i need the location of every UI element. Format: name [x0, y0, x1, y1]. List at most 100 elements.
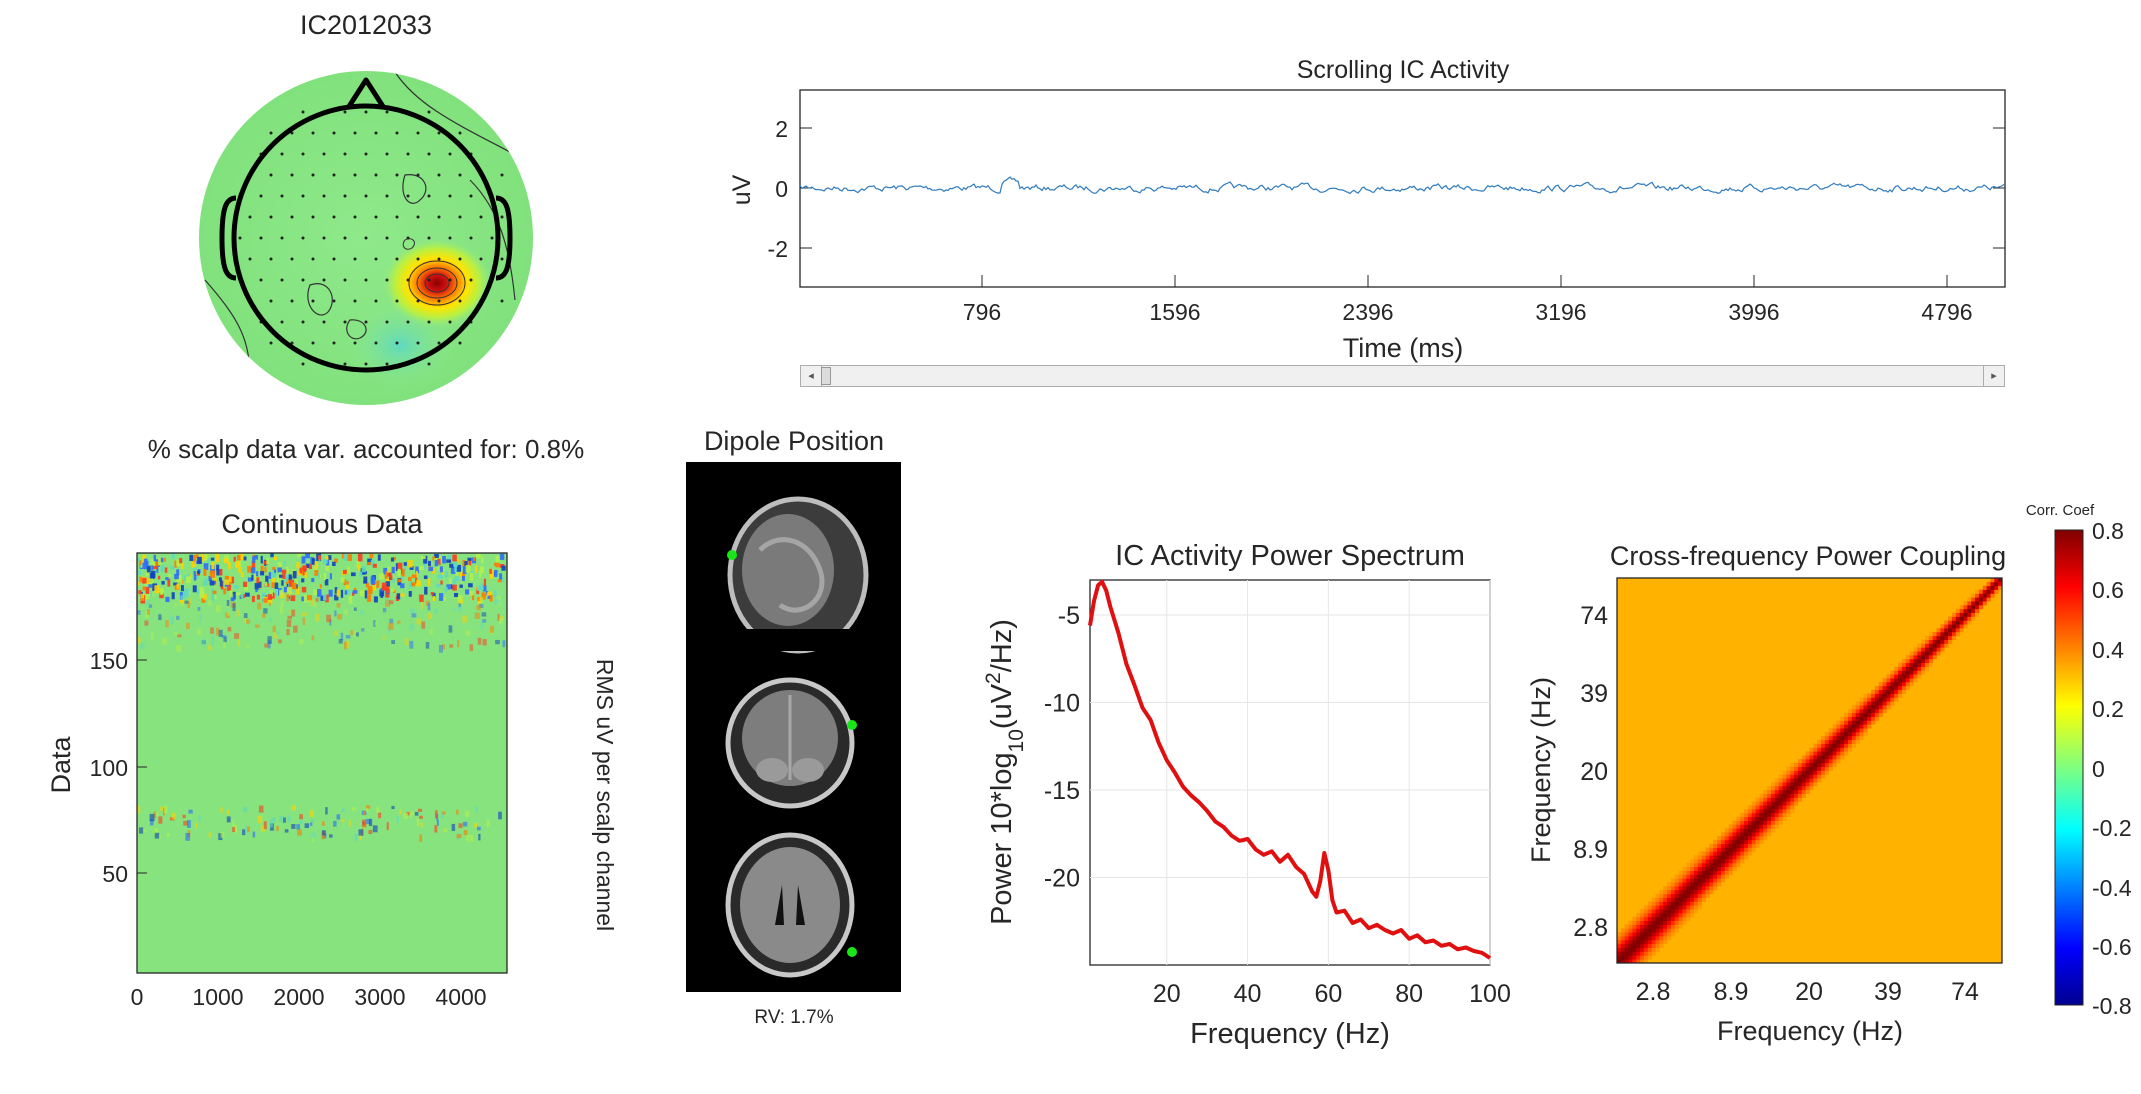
- continuous-data-pixel: [244, 613, 248, 618]
- heatmap-cell: [1775, 809, 1779, 813]
- continuous-data-pixel: [287, 620, 291, 627]
- heatmap-cell: [1848, 728, 1852, 732]
- continuous-panel: Continuous Data 150 100 50 0 1000 2000 3…: [0, 505, 640, 1025]
- heatmap-cell: [1975, 597, 1979, 601]
- heatmap-cell: [1810, 759, 1814, 763]
- electrode-dot: [428, 279, 431, 282]
- continuous-data-pixel: [275, 583, 279, 589]
- heatmap-cell: [1829, 740, 1833, 744]
- heatmap-cell: [1821, 755, 1825, 759]
- heatmap-cell: [1640, 913, 1644, 917]
- spectrum-ytick-label: -20: [1044, 865, 1080, 893]
- heatmap-cell: [1964, 620, 1968, 624]
- electrode-dot: [302, 195, 305, 198]
- heatmap-cell: [1690, 859, 1694, 863]
- continuous-data-pixel: [410, 609, 415, 614]
- continuous-xtick-label: 3000: [354, 984, 405, 1010]
- heatmap-cell: [1698, 901, 1702, 905]
- heatmap-cell: [1690, 890, 1694, 894]
- heatmap-cell: [1748, 840, 1752, 844]
- heatmap-cell: [1767, 801, 1771, 805]
- spectrum-panel: IC Activity Power Spectrum 20 40 60 80 1…: [975, 535, 1520, 1065]
- heatmap-cell: [1709, 882, 1713, 886]
- heatmap-cell: [1698, 878, 1702, 882]
- heatmap-cell: [1675, 928, 1679, 932]
- heatmap-cell: [1725, 844, 1729, 848]
- scroll-left-arrow-icon[interactable]: ◂: [801, 366, 822, 386]
- continuous-data-pixel: [315, 598, 318, 602]
- continuous-data-pixel: [484, 579, 486, 586]
- continuous-data-pixel: [466, 565, 471, 573]
- continuous-data-pixel: [464, 830, 468, 835]
- heatmap-cell: [1659, 936, 1663, 940]
- continuous-data-pixel: [398, 569, 401, 575]
- heatmap-cell: [1652, 909, 1656, 913]
- heatmap-cell: [1921, 663, 1925, 667]
- scroll-xtick-label: 1596: [1149, 299, 1200, 325]
- continuous-data-pixel: [197, 629, 201, 635]
- continuous-data-pixel: [490, 626, 494, 633]
- heatmap-cell: [1848, 740, 1852, 744]
- spectrum-ylabel: Power 10*log10(uV2/Hz): [982, 619, 1028, 925]
- heatmap-cell: [1863, 713, 1867, 717]
- continuous-data-pixel: [287, 598, 290, 601]
- heatmap-cell: [1890, 697, 1894, 701]
- heatmap-cell: [1902, 670, 1906, 674]
- continuous-data-pixel: [341, 808, 344, 812]
- heatmap-cell: [1779, 805, 1783, 809]
- heatmap-cell: [1694, 878, 1698, 882]
- continuous-data-pixel: [391, 806, 394, 809]
- rms-side-label: RMS uV per scalp channel: [592, 659, 618, 931]
- heatmap-cell: [1756, 809, 1760, 813]
- heatmap-cell: [1706, 867, 1710, 871]
- continuous-data-pixel: [449, 625, 453, 632]
- continuous-data-pixel: [170, 566, 174, 569]
- spectrum-xtick-label: 80: [1395, 980, 1423, 1008]
- heatmap-cell: [1802, 767, 1806, 771]
- spectrum-x-ticks: 20 40 60 80 100: [1153, 980, 1511, 1008]
- heatmap-cell: [1721, 832, 1725, 836]
- heatmap-cell: [1767, 817, 1771, 821]
- heatmap-cell: [1952, 613, 1956, 617]
- heatmap-cell: [1744, 851, 1748, 855]
- heatmap-cell: [1829, 744, 1833, 748]
- continuous-data-pixel: [174, 632, 179, 635]
- electrode-dot: [344, 111, 347, 114]
- heatmap-cell: [1767, 797, 1771, 801]
- scroll-thumb[interactable]: [821, 367, 831, 385]
- heatmap-cell: [1836, 755, 1840, 759]
- continuous-data-pixel: [356, 632, 359, 636]
- heatmap-cell: [1779, 801, 1783, 805]
- continuous-data-pixel: [337, 590, 340, 597]
- heatmap-cell: [1648, 955, 1652, 959]
- heatmap-cell: [1713, 874, 1717, 878]
- heatmap-cell: [1698, 874, 1702, 878]
- continuous-data-pixel: [369, 819, 372, 826]
- heatmap-cell: [1709, 878, 1713, 882]
- heatmap-cell: [1682, 867, 1686, 871]
- heatmap-cell: [1983, 601, 1987, 605]
- continuous-data-pixel: [358, 829, 363, 835]
- heatmap-cell: [1898, 663, 1902, 667]
- continuous-data-pixel: [409, 591, 412, 597]
- heatmap-cell: [1887, 682, 1891, 686]
- electrode-dot: [459, 300, 462, 303]
- scroll-xtick-label: 796: [963, 299, 1001, 325]
- time-scrollbar[interactable]: ◂ ▸: [800, 365, 2005, 387]
- heatmap-cell: [1652, 932, 1656, 936]
- heatmap-cell: [1717, 867, 1721, 871]
- scroll-right-arrow-icon[interactable]: ▸: [1983, 366, 2004, 386]
- continuous-data-pixel: [421, 823, 423, 827]
- heatmap-cell: [1763, 813, 1767, 817]
- heatmap-cell: [1798, 797, 1802, 801]
- rv-text: RV: 1.7%: [754, 1007, 833, 1028]
- heatmap-cell: [1667, 913, 1671, 917]
- heatmap-cell: [1786, 813, 1790, 817]
- heatmap-cell: [1736, 840, 1740, 844]
- continuous-data-pixel: [203, 569, 206, 576]
- heatmap-cell: [1910, 682, 1914, 686]
- heatmap-cell: [1725, 851, 1729, 855]
- heatmap-cell: [1748, 805, 1752, 809]
- heatmap-cell: [1779, 778, 1783, 782]
- heatmap-cell: [1948, 636, 1952, 640]
